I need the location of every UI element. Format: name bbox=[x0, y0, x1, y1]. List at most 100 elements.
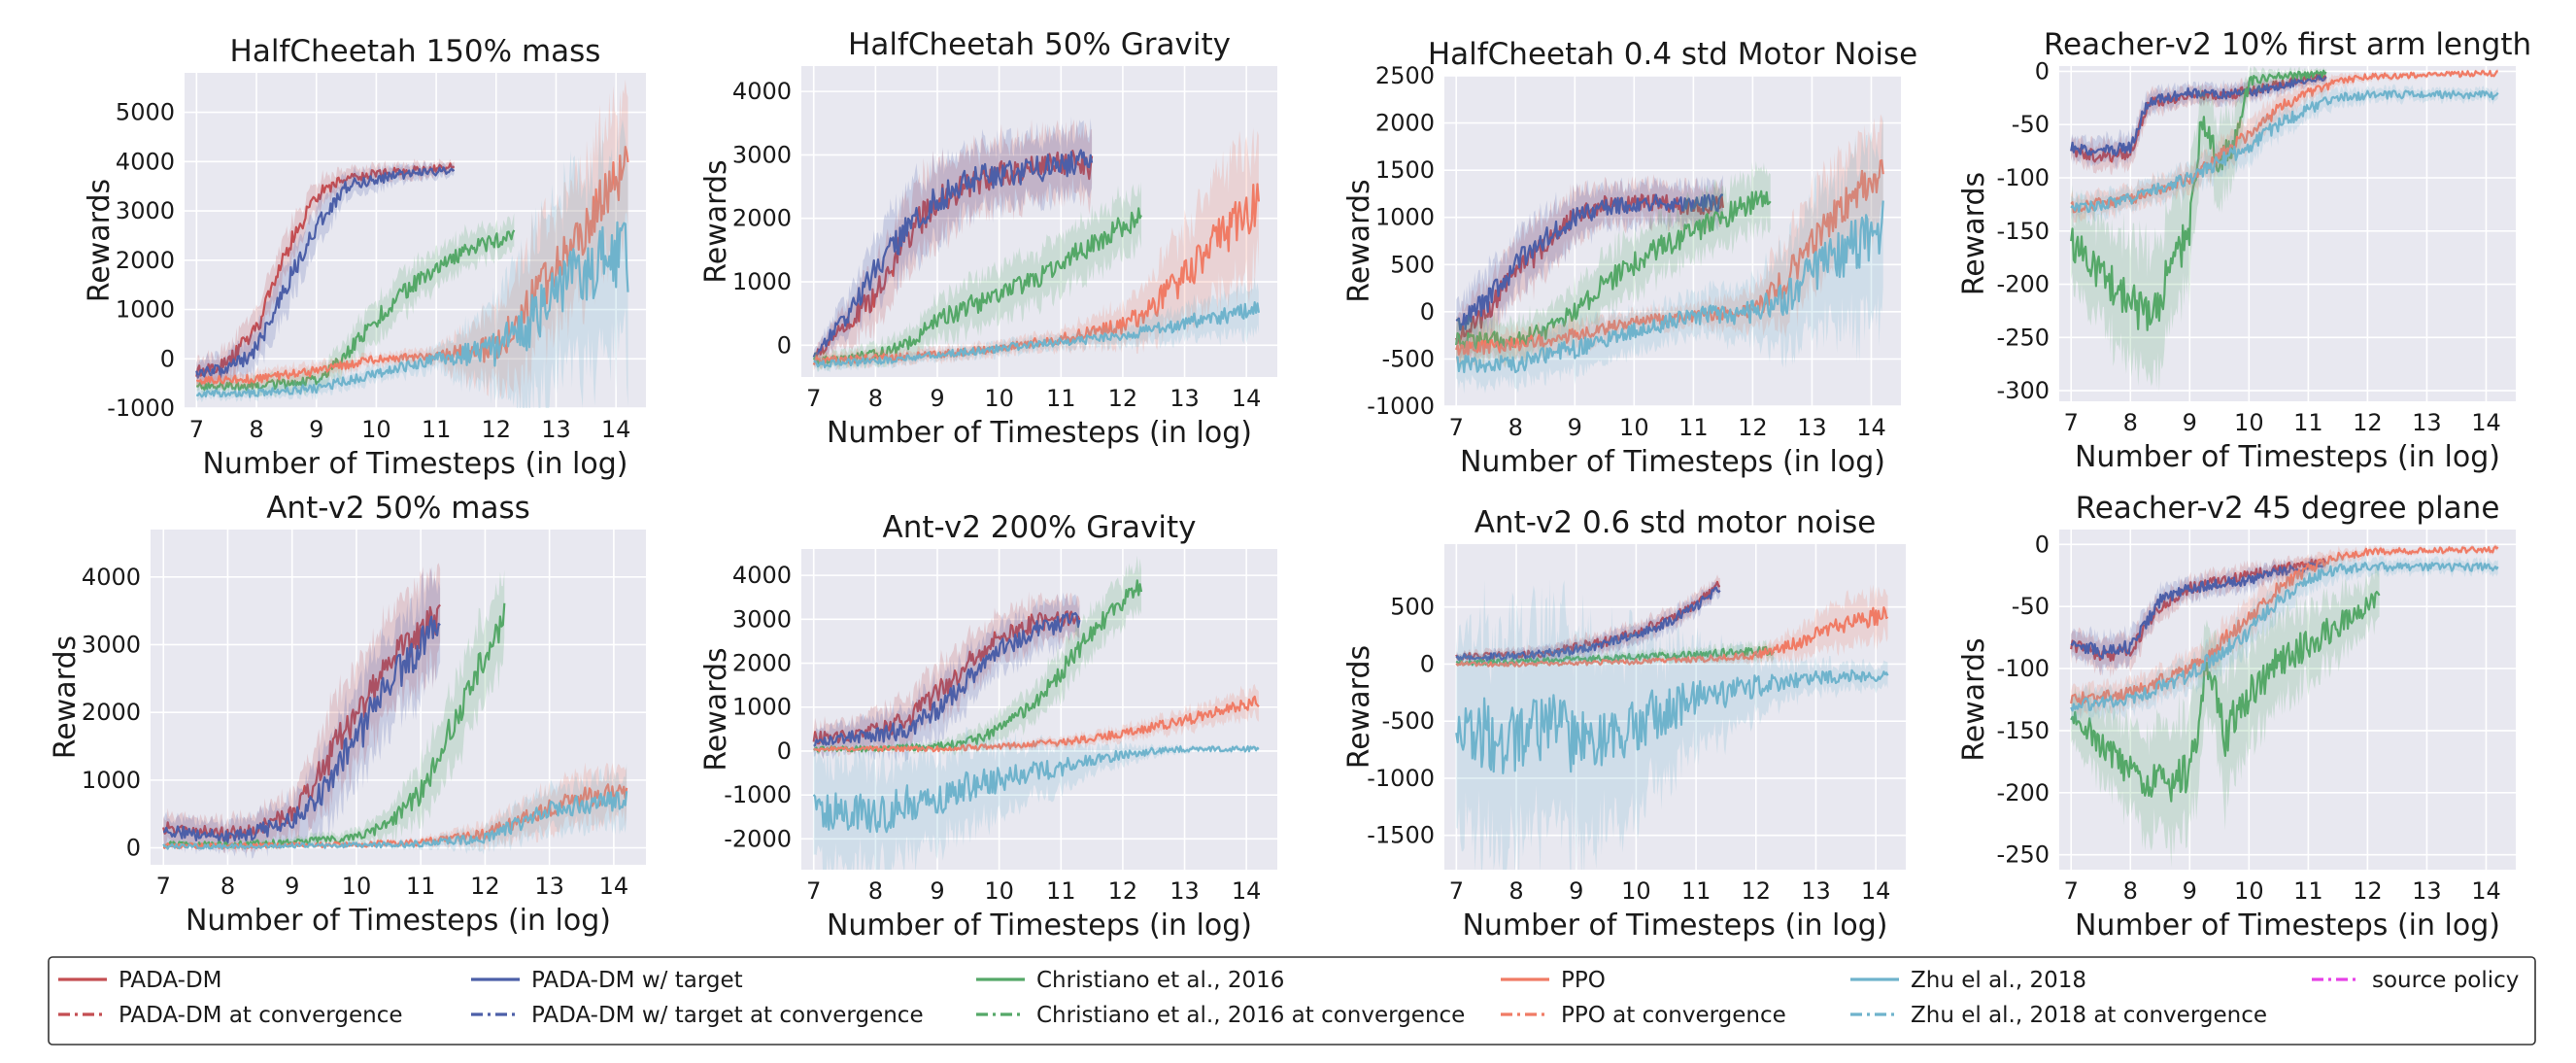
x-tick-label: 11 bbox=[1678, 414, 1709, 441]
y-tick-label: 4000 bbox=[116, 148, 175, 175]
x-tick-label: 12 bbox=[2353, 409, 2383, 436]
y-tick-label: 2500 bbox=[1375, 62, 1435, 89]
y-tick-label: 2000 bbox=[732, 205, 792, 232]
x-tick-label: 14 bbox=[1861, 877, 1891, 905]
y-tick-label: 500 bbox=[1390, 251, 1435, 278]
x-tick-label: 9 bbox=[1569, 877, 1583, 905]
x-tick-label: 7 bbox=[806, 877, 821, 905]
y-axis-label: Rewards bbox=[699, 647, 733, 771]
x-tick-label: 13 bbox=[1169, 877, 1200, 905]
y-tick-label: -500 bbox=[1382, 345, 1435, 372]
plot-background bbox=[1444, 76, 1901, 406]
confidence-band bbox=[1456, 160, 1771, 371]
y-tick-label: 0 bbox=[1420, 650, 1435, 677]
y-tick-label: -1000 bbox=[107, 394, 175, 422]
legend-label: Christiano et al., 2016 at convergence bbox=[1036, 1003, 1465, 1028]
series-group bbox=[162, 563, 628, 859]
x-tick-label: 10 bbox=[984, 385, 1014, 412]
x-tick-label: 13 bbox=[2412, 877, 2442, 905]
series-line bbox=[1455, 586, 1721, 662]
y-tick-label: 0 bbox=[777, 737, 792, 765]
y-axis-label: Rewards bbox=[1957, 172, 1991, 295]
x-tick-label: 8 bbox=[249, 416, 263, 443]
legend-frame bbox=[48, 956, 2536, 1046]
y-tick-label: 0 bbox=[2035, 531, 2050, 558]
y-tick-label: 1000 bbox=[82, 767, 141, 794]
y-tick-label: 4000 bbox=[82, 564, 141, 591]
series-line bbox=[2070, 69, 2327, 331]
x-tick-label: 11 bbox=[1046, 877, 1076, 905]
x-tick-label: 13 bbox=[1801, 877, 1831, 905]
x-tick-label: 13 bbox=[534, 873, 564, 900]
series-line bbox=[195, 166, 456, 379]
x-tick-label: 7 bbox=[806, 385, 821, 412]
x-tick-label: 13 bbox=[1797, 414, 1827, 441]
legend-label: Zhu el al., 2018 bbox=[1911, 968, 2086, 993]
x-tick-label: 7 bbox=[2064, 877, 2079, 905]
x-axis-label: Number of Timesteps (in log) bbox=[2075, 909, 2500, 943]
x-tick-label: 7 bbox=[1449, 877, 1464, 905]
confidence-band bbox=[163, 566, 441, 859]
x-tick-label: 9 bbox=[2183, 877, 2197, 905]
y-axis-label: Rewards bbox=[1957, 637, 1991, 761]
y-tick-label: -1000 bbox=[1367, 765, 1435, 792]
series-line bbox=[195, 221, 629, 398]
series-line bbox=[195, 146, 629, 385]
series-line bbox=[813, 695, 1260, 753]
subplot-title: Ant-v2 200% Gravity bbox=[883, 510, 1197, 545]
confidence-band bbox=[2071, 554, 2498, 726]
series-line bbox=[2070, 89, 2499, 214]
confidence-band bbox=[1456, 574, 1720, 666]
series-line bbox=[813, 301, 1260, 369]
legend-label: Christiano et al., 2016 bbox=[1036, 968, 1284, 993]
x-tick-label: 12 bbox=[470, 873, 500, 900]
y-tick-label: -1000 bbox=[724, 781, 792, 808]
series-group bbox=[1455, 574, 1889, 870]
y-tick-label: -50 bbox=[2012, 593, 2050, 620]
x-axis-label: Number of Timesteps (in log) bbox=[202, 447, 627, 481]
x-tick-label: 7 bbox=[189, 416, 204, 443]
subplot-7: 7 8 9 10 11 12 13 14 -1500 -1000 -500 0 500 Ant-v2 0.… bbox=[1342, 505, 1906, 943]
x-tick-label: 12 bbox=[2353, 877, 2383, 905]
y-tick-label: 0 bbox=[160, 345, 175, 372]
x-tick-label: 12 bbox=[482, 416, 512, 443]
series-group bbox=[2070, 66, 2499, 392]
series-group bbox=[1455, 114, 1884, 394]
subplot-2: 7 8 9 10 11 12 13 14 0 1000 2000 3000 4000 HalfCheeta… bbox=[699, 27, 1277, 450]
subplot-title: Reacher-v2 10% first arm length bbox=[2044, 27, 2531, 62]
x-tick-label: 9 bbox=[309, 416, 323, 443]
confidence-band bbox=[813, 182, 1141, 373]
legend-label: PPO bbox=[1561, 968, 1606, 993]
confidence-band bbox=[2071, 556, 2326, 676]
x-tick-label: 12 bbox=[1738, 414, 1768, 441]
subplot-title: Ant-v2 0.6 std motor noise bbox=[1474, 505, 1877, 540]
x-tick-label: 8 bbox=[868, 877, 883, 905]
y-tick-label: -2000 bbox=[724, 825, 792, 852]
series-line bbox=[1455, 669, 1889, 774]
series-group bbox=[812, 555, 1260, 870]
subplot-1: 7 8 9 10 11 12 13 14 -1000 0 1000 2000 3000 4000 5000 H… bbox=[83, 34, 646, 481]
x-tick-label: 10 bbox=[1621, 877, 1651, 905]
x-tick-label: 9 bbox=[285, 873, 299, 900]
plot-background bbox=[1444, 544, 1906, 870]
series-line bbox=[812, 745, 1260, 834]
y-tick-label: -100 bbox=[1997, 655, 2050, 682]
y-axis-label: Rewards bbox=[1342, 645, 1376, 769]
x-tick-label: 12 bbox=[1742, 877, 1772, 905]
legend-label: Zhu el al., 2018 at convergence bbox=[1911, 1003, 2267, 1028]
x-tick-label: 13 bbox=[541, 416, 571, 443]
confidence-band bbox=[2071, 84, 2498, 224]
x-tick-label: 10 bbox=[2234, 877, 2264, 905]
y-tick-label: 500 bbox=[1390, 594, 1435, 621]
x-tick-label: 11 bbox=[422, 416, 452, 443]
x-tick-label: 10 bbox=[1619, 414, 1649, 441]
x-tick-label: 9 bbox=[930, 877, 944, 905]
x-tick-label: 10 bbox=[361, 416, 391, 443]
x-axis-label: Number of Timesteps (in log) bbox=[827, 416, 1252, 450]
subplot-title: Reacher-v2 45 degree plane bbox=[2076, 491, 2500, 526]
legend-label: PPO at convergence bbox=[1561, 1003, 1786, 1028]
confidence-band bbox=[1456, 174, 1723, 369]
x-tick-label: 8 bbox=[2123, 877, 2138, 905]
series-line bbox=[812, 610, 1081, 745]
